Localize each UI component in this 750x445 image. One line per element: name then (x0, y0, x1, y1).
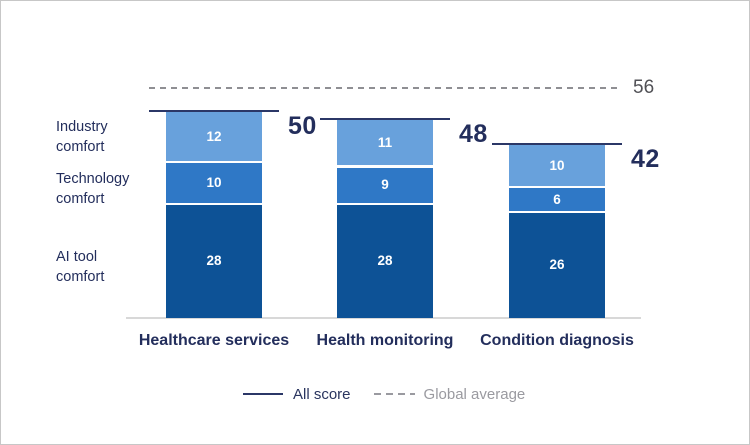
legend: All score Global average (243, 384, 525, 404)
all-score-line-swatch (243, 393, 283, 395)
bar-segment-technology-comfort: 10 (166, 163, 262, 203)
legend-label-global-average: Global average (423, 385, 526, 403)
legend-label-all-score: All score (293, 385, 351, 403)
global-average-line (149, 87, 621, 89)
global-average-dash-swatch (373, 393, 415, 395)
category-label: Health monitoring (316, 332, 454, 349)
total-score-label: 50 (288, 112, 317, 140)
all-score-line (320, 118, 450, 120)
segment-value-label: 26 (549, 257, 565, 273)
bar-segment-industry-comfort: 11 (337, 120, 433, 166)
bar-segment-ai-tool-comfort: 28 (166, 204, 262, 318)
category-label: Condition diagnosis (480, 332, 634, 349)
global-average-value-label: 56 (633, 77, 655, 98)
row-label-ai-tool-comfort: AI tool comfort (56, 249, 105, 285)
bar-segment-ai-tool-comfort: 26 (509, 212, 605, 318)
segment-value-label: 9 (381, 177, 389, 193)
all-score-line (149, 110, 279, 112)
bar-segment-industry-comfort: 10 (509, 145, 605, 187)
x-axis-baseline (126, 317, 641, 319)
segment-value-label: 28 (206, 253, 222, 269)
category-label: Healthcare services (138, 332, 290, 349)
segment-value-label: 12 (206, 128, 222, 144)
segment-value-label: 10 (206, 175, 222, 191)
bar-segment-technology-comfort: 9 (337, 167, 433, 203)
bar-segment-ai-tool-comfort: 28 (337, 204, 433, 318)
all-score-line (492, 143, 622, 145)
segment-value-label: 28 (377, 253, 393, 269)
bar-segment-technology-comfort: 6 (509, 188, 605, 211)
segment-value-label: 6 (553, 191, 561, 207)
bar-segment-industry-comfort: 12 (166, 112, 262, 162)
total-score-label: 42 (631, 145, 660, 173)
row-label-industry-comfort: Industry comfort (56, 119, 108, 155)
segment-value-label: 10 (549, 157, 565, 173)
segment-value-label: 11 (377, 134, 393, 150)
total-score-label: 48 (459, 120, 488, 148)
row-label-technology-comfort: Technology comfort (56, 171, 130, 207)
